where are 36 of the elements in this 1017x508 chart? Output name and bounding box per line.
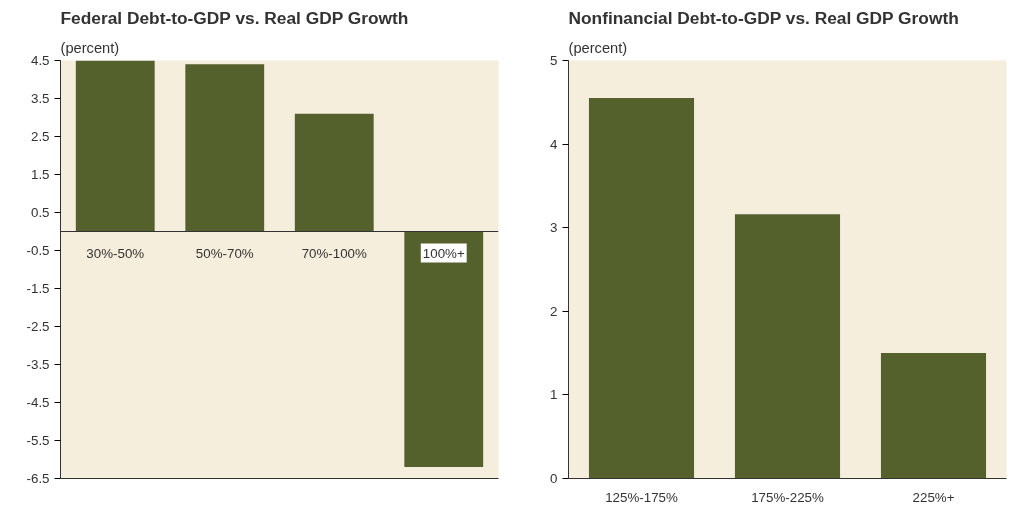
x-tick-label: 30%-50%: [86, 245, 145, 261]
chart-title: Nonfinancial Debt-to-GDP vs. Real GDP Growth: [568, 7, 959, 28]
y-tick-label: 5: [550, 53, 558, 68]
bar: [880, 353, 987, 479]
y-tick-label: -6.5: [26, 471, 50, 486]
chart-title: Federal Debt-to-GDP vs. Real GDP Growth: [60, 7, 409, 28]
x-tick-label: 225%+: [912, 489, 955, 505]
x-tick-label: 175%-225%: [751, 489, 824, 505]
y-tick-label: -0.5: [26, 243, 50, 258]
bar: [75, 60, 155, 232]
y-tick-label: 2.5: [30, 129, 50, 144]
y-tick-label: 0: [550, 471, 558, 486]
y-tick-label: 3.5: [30, 91, 50, 106]
y-tick-label: 2: [550, 303, 558, 319]
y-tick-label: 1.5: [30, 167, 50, 182]
x-tick-label: 70%-100%: [301, 245, 367, 261]
bar: [588, 98, 695, 479]
bar: [734, 214, 841, 479]
y-tick-label: 1: [550, 387, 558, 403]
y-tick-label: -1.5: [26, 281, 50, 296]
y-tick-label: -5.5: [26, 433, 50, 448]
y-tick-label: 3: [550, 220, 558, 236]
y-tick-label: -2.5: [26, 319, 50, 334]
bar: [294, 113, 374, 232]
chart-subtitle: (percent): [568, 39, 628, 56]
y-tick-label: 4: [550, 136, 559, 152]
y-tick-label: 4.5: [30, 53, 50, 68]
x-tick-label: 125%-175%: [605, 489, 678, 505]
chart-subtitle: (percent): [60, 39, 120, 56]
bar: [185, 64, 265, 232]
x-tick-label: 50%-70%: [195, 245, 254, 261]
x-tick-label: 100%+: [422, 245, 465, 261]
y-tick-label: -3.5: [26, 357, 50, 372]
bar: [404, 231, 484, 468]
y-tick-label: 0.5: [30, 205, 50, 220]
y-tick-label: -4.5: [26, 395, 50, 410]
